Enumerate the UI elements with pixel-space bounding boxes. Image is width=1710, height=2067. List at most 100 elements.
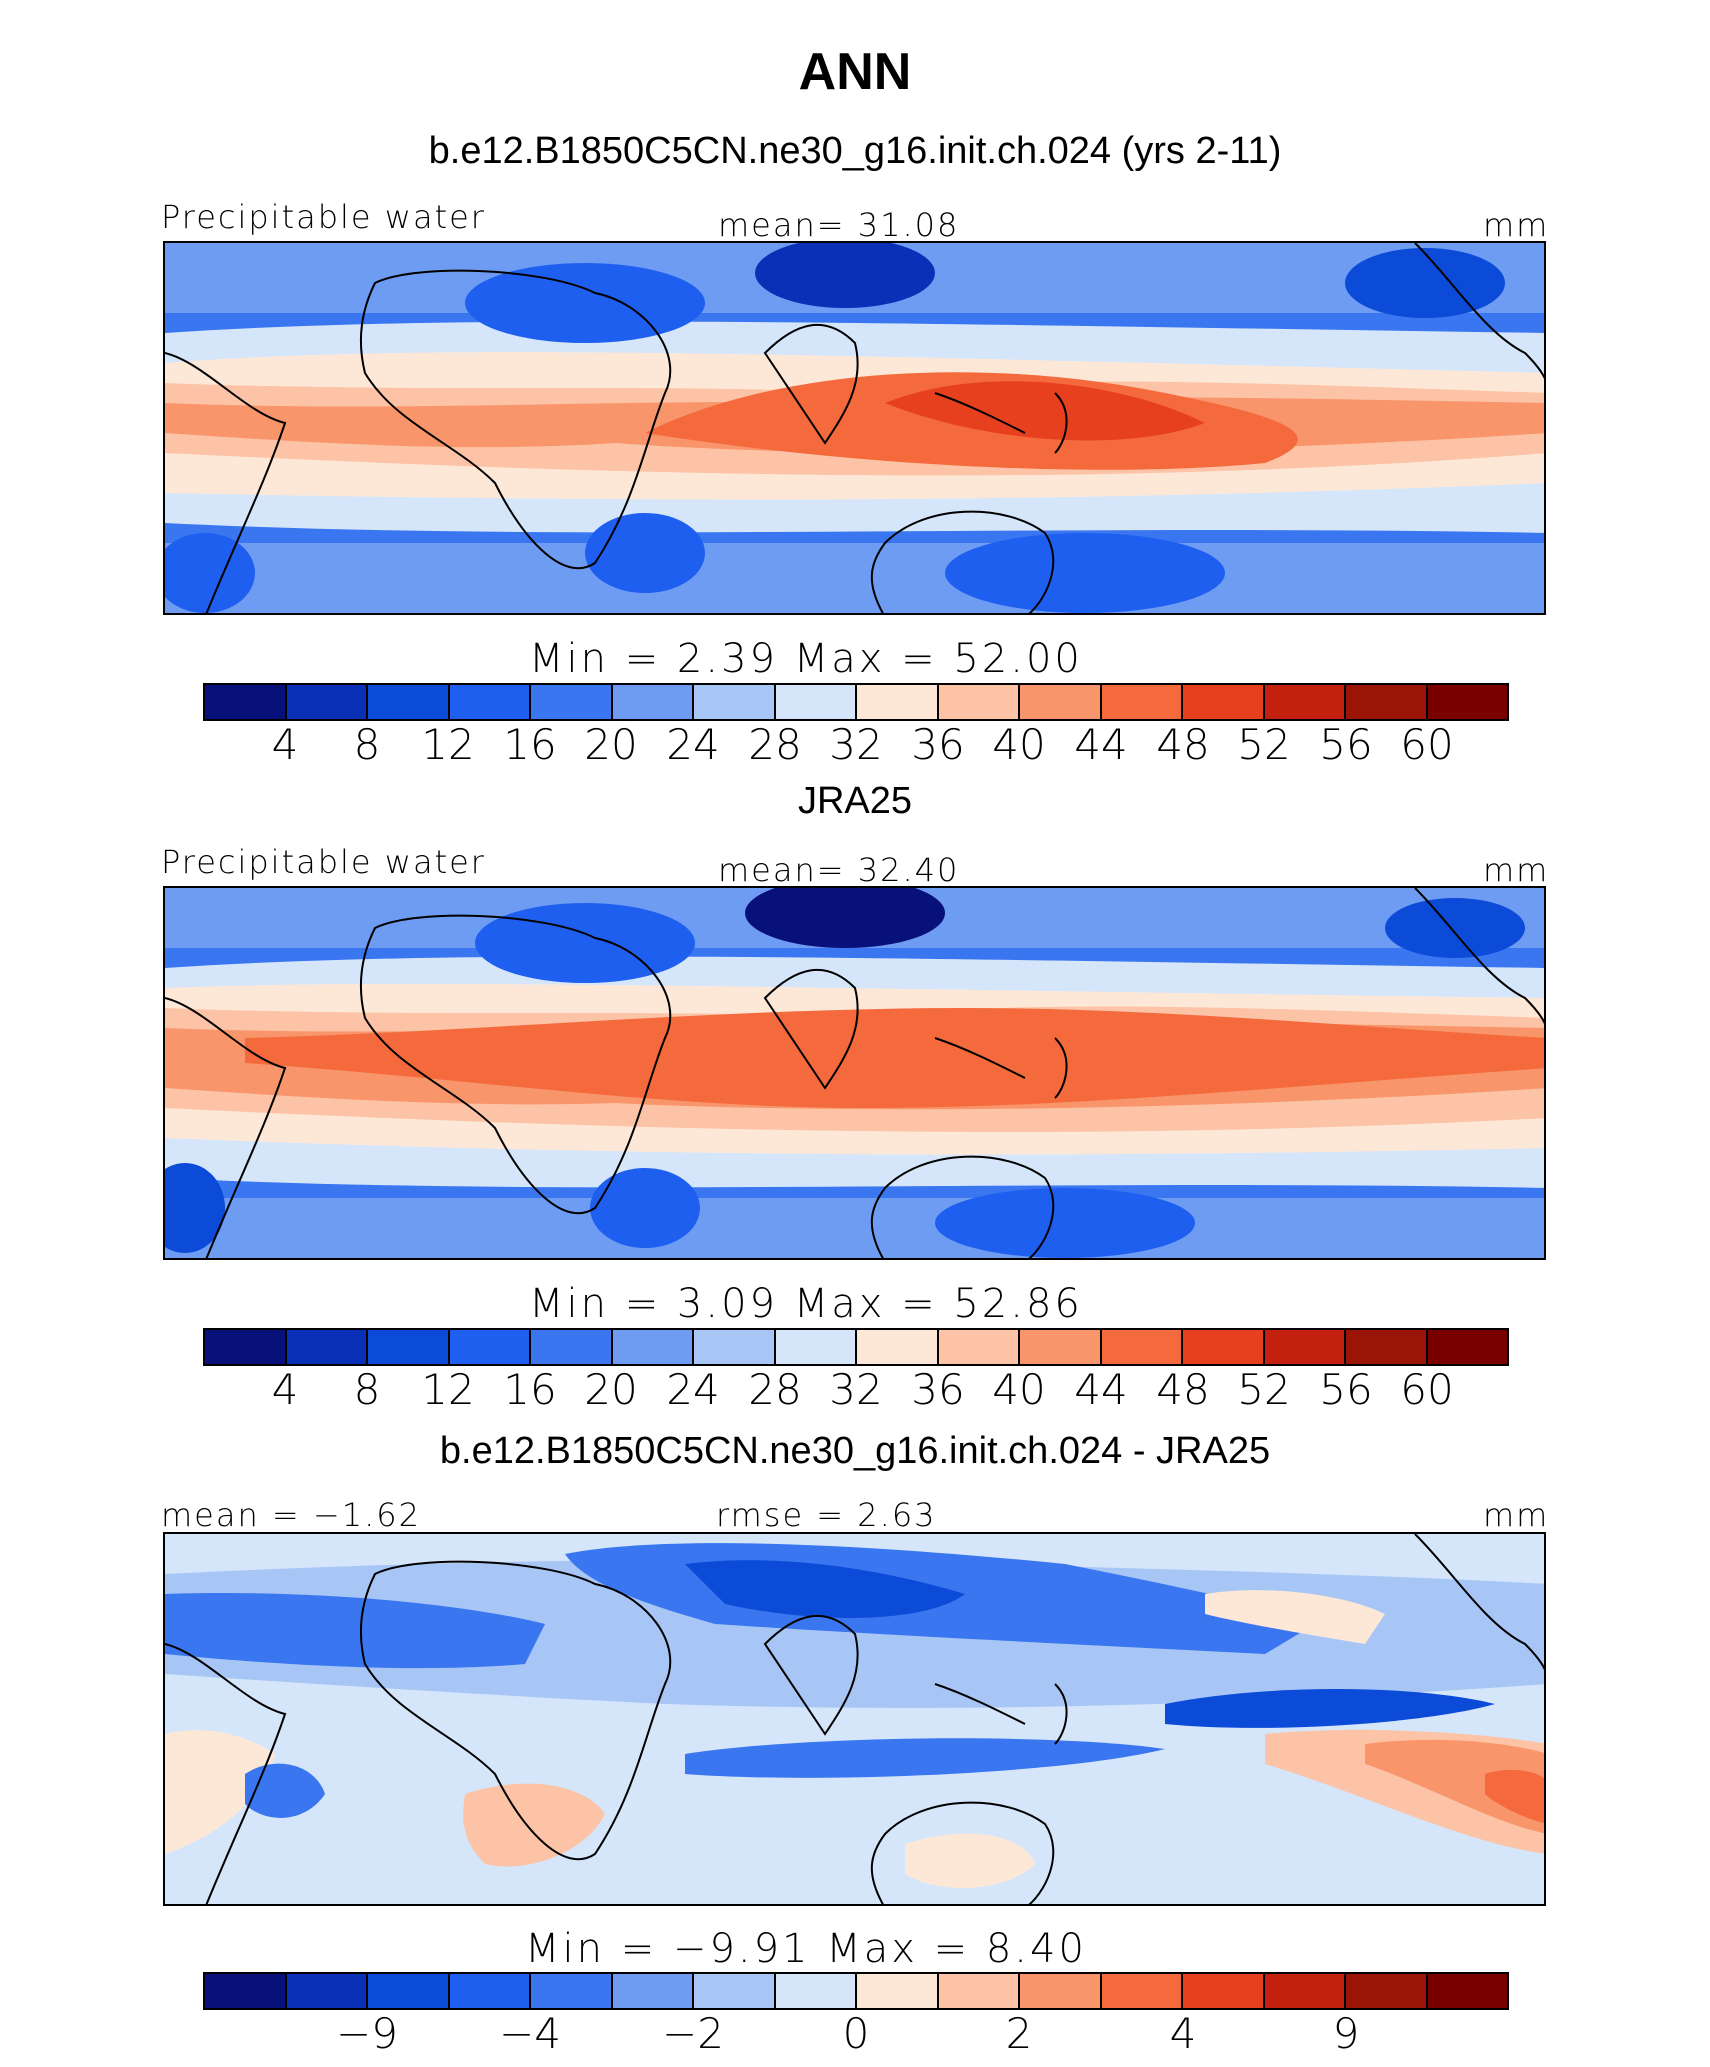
panel2-colorbar-box [286, 1330, 368, 1364]
panel2-colorbar-box [938, 1330, 1020, 1364]
panel2-tick: 60 [1400, 1365, 1454, 1414]
panel1-tick: 16 [503, 720, 557, 769]
panel2-tick: 20 [584, 1365, 638, 1414]
panel3-colorbar-box [1183, 1974, 1265, 2008]
figure-title: ANN [798, 43, 912, 101]
panel3-tick: 4 [1169, 2009, 1197, 2058]
panel1-colorbar-box [612, 685, 694, 719]
panel1-tick: 12 [421, 720, 475, 769]
panel3-tick: 0 [842, 2009, 870, 2058]
panel1-tick: 28 [748, 720, 802, 769]
panel1-colorbar-box [938, 685, 1020, 719]
panel2-center-label: mean= 32.40 [718, 851, 960, 889]
panel3-colorbar-box [1020, 1974, 1102, 2008]
panel1-colorbar-box [1183, 685, 1265, 719]
panel2-stats: Min = 3.09 Max = 52.86 [529, 1281, 1083, 1327]
panel2-tick: 12 [421, 1365, 475, 1414]
panel3-colorbar-box [857, 1974, 939, 2008]
panel2-colorbar-box [1264, 1330, 1346, 1364]
panel3-field [165, 1534, 1544, 1904]
panel2-tick: 56 [1319, 1365, 1373, 1414]
panel3-title: b.e12.B1850C5CN.ne30_g16.init.ch.024 - J… [439, 1430, 1271, 1472]
panel1-tick: 36 [911, 720, 965, 769]
panel3-colorbar [203, 1972, 1509, 2010]
panel1-colorbar-box [368, 685, 450, 719]
panel3-tick: −9 [336, 2009, 398, 2058]
panel1-tick: 32 [829, 720, 883, 769]
panel1-colorbar-box [694, 685, 776, 719]
panel3-left-label: mean = −1.62 [161, 1496, 421, 1534]
panel1-colorbar-box [1264, 685, 1346, 719]
panel3-colorbar-box [1264, 1974, 1346, 2008]
panel2-tick: 48 [1156, 1365, 1210, 1414]
panel2-colorbar-box [1020, 1330, 1102, 1364]
panel3-map [163, 1532, 1546, 1906]
panel3-colorbar-box [694, 1974, 776, 2008]
panel3-colorbar-box [368, 1974, 450, 2008]
panel2-colorbar-box [857, 1330, 939, 1364]
panel2-colorbar-box [1101, 1330, 1183, 1364]
panel1-tick: 20 [584, 720, 638, 769]
panel1-colorbar-box [449, 685, 531, 719]
panel2-colorbar-box [368, 1330, 450, 1364]
panel2-tick: 40 [992, 1365, 1046, 1414]
panel2-colorbar-box [1183, 1330, 1265, 1364]
panel3-colorbar-box [775, 1974, 857, 2008]
panel3-tick: −4 [499, 2009, 561, 2058]
panel3-colorbar-box [1346, 1974, 1428, 2008]
panel2-colorbar-box [694, 1330, 776, 1364]
panel1-left-label: Precipitable water [161, 198, 486, 236]
panel3-tick: 2 [1005, 2009, 1033, 2058]
panel1-center-label: mean= 31.08 [718, 206, 960, 244]
panel1-map [163, 241, 1546, 615]
panel1-colorbar-box [1427, 685, 1507, 719]
panel1-colorbar-box [775, 685, 857, 719]
panel2-colorbar-box [1427, 1330, 1507, 1364]
panel2-tick: 8 [353, 1365, 381, 1414]
panel2-tick: 4 [271, 1365, 299, 1414]
panel1-tick: 24 [666, 720, 720, 769]
panel3-stats: Min = −9.91 Max = 8.40 [525, 1926, 1087, 1972]
panel1-title: b.e12.B1850C5CN.ne30_g16.init.ch.024 (yr… [428, 130, 1282, 172]
panel3-colorbar-box [1101, 1974, 1183, 2008]
panel3-units: mm [1483, 1496, 1550, 1534]
panel1-colorbar-box [205, 685, 287, 719]
panel2-colorbar-box [775, 1330, 857, 1364]
panel3-colorbar-box [612, 1974, 694, 2008]
panel2-title: JRA25 [797, 780, 913, 822]
panel1-tick: 40 [992, 720, 1046, 769]
panel2-left-label: Precipitable water [161, 843, 486, 881]
panel2-tick: 24 [666, 1365, 720, 1414]
panel3-colorbar-box [449, 1974, 531, 2008]
panel2-colorbar-box [1346, 1330, 1428, 1364]
panel1-tick: 8 [353, 720, 381, 769]
panel2-colorbar-box [205, 1330, 287, 1364]
panel3-tick: 9 [1332, 2009, 1360, 2058]
panel3-tick: −2 [662, 2009, 724, 2058]
panel2-tick: 28 [748, 1365, 802, 1414]
panel3-center-label: rmse = 2.63 [716, 1496, 937, 1534]
panel1-tick: 48 [1156, 720, 1210, 769]
panel1-colorbar-box [857, 685, 939, 719]
panel1-colorbar-box [286, 685, 368, 719]
panel2-tick: 52 [1237, 1365, 1291, 1414]
panel2-field [165, 888, 1544, 1258]
panel2-colorbar-box [449, 1330, 531, 1364]
panel2-tick: 32 [829, 1365, 883, 1414]
panel2-colorbar [203, 1328, 1509, 1366]
panel1-tick: 44 [1074, 720, 1128, 769]
panel2-colorbar-box [612, 1330, 694, 1364]
panel3-colorbar-box [938, 1974, 1020, 2008]
panel2-colorbar-box [531, 1330, 613, 1364]
panel1-field [165, 243, 1544, 613]
panel3-colorbar-box [286, 1974, 368, 2008]
panel1-colorbar-box [1346, 685, 1428, 719]
panel1-tick: 56 [1319, 720, 1373, 769]
panel1-colorbar [203, 683, 1509, 721]
panel1-units: mm [1483, 206, 1550, 244]
panel1-tick: 4 [271, 720, 299, 769]
panel3-colorbar-box [531, 1974, 613, 2008]
panel1-tick: 52 [1237, 720, 1291, 769]
panel1-stats: Min = 2.39 Max = 52.00 [529, 636, 1083, 682]
panel1-colorbar-box [1101, 685, 1183, 719]
